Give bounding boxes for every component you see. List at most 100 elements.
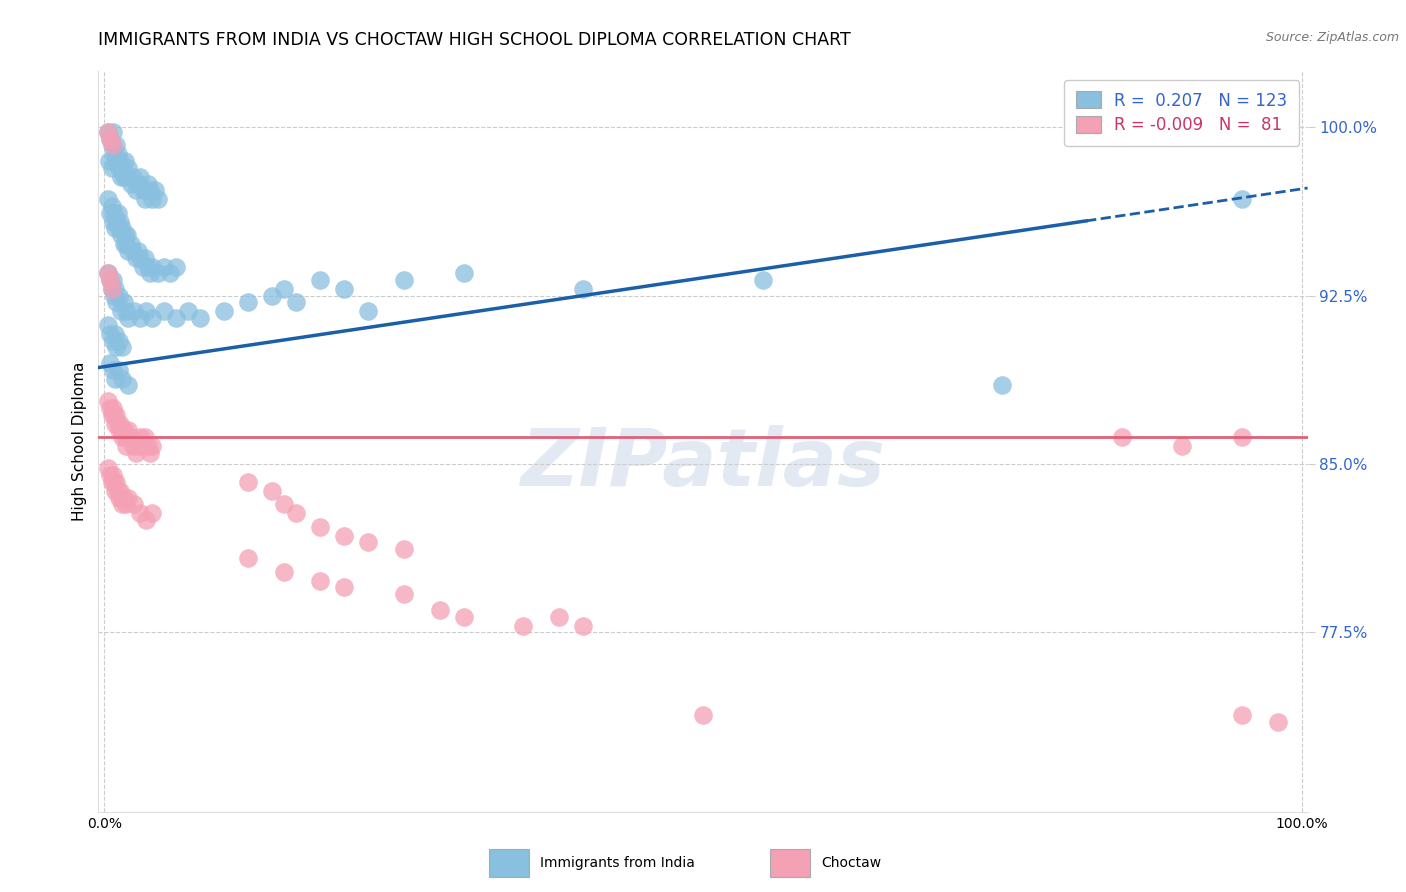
Point [97, 266, 120, 280]
Point [188, 311, 211, 326]
Point [129, 169, 152, 184]
Point [141, 439, 163, 453]
Point [124, 497, 146, 511]
Point [453, 609, 475, 624]
Point [107, 221, 129, 235]
Point [100, 282, 122, 296]
Point [129, 251, 152, 265]
Point [101, 215, 124, 229]
Point [273, 282, 295, 296]
Point [115, 169, 138, 184]
Point [117, 244, 139, 258]
Point [115, 439, 138, 453]
Point [105, 475, 128, 489]
Point [107, 417, 129, 431]
Point [132, 439, 155, 453]
Text: ZIPatlas: ZIPatlas [520, 425, 886, 503]
Point [115, 228, 138, 243]
Point [333, 282, 356, 296]
Point [101, 334, 124, 348]
Point [114, 430, 136, 444]
Point [309, 273, 332, 287]
Point [100, 468, 122, 483]
Point [236, 551, 259, 566]
Point [132, 183, 155, 197]
Point [148, 192, 170, 206]
Point [1111, 430, 1133, 444]
Point [104, 282, 127, 296]
Point [115, 304, 138, 318]
Point [392, 587, 415, 601]
Point [120, 237, 142, 252]
Point [752, 273, 775, 287]
Point [260, 483, 283, 498]
Point [122, 439, 145, 453]
Point [108, 215, 131, 229]
Point [127, 439, 149, 453]
Point [115, 237, 138, 252]
Point [100, 273, 122, 287]
Point [105, 138, 128, 153]
Point [112, 295, 135, 310]
Point [212, 304, 235, 318]
Point [97, 125, 120, 139]
Point [107, 147, 129, 161]
Point [141, 260, 163, 274]
Point [110, 169, 132, 184]
Point [1230, 430, 1253, 444]
Point [98, 154, 121, 169]
Point [101, 468, 124, 483]
Point [103, 289, 125, 303]
Point [124, 304, 146, 318]
Point [991, 378, 1014, 392]
Bar [770, 849, 810, 877]
Point [97, 125, 120, 139]
Point [104, 221, 127, 235]
Point [135, 513, 157, 527]
Point [120, 177, 142, 191]
Point [117, 161, 139, 175]
Point [117, 423, 139, 437]
Point [273, 565, 295, 579]
Point [117, 311, 139, 326]
Point [141, 192, 163, 206]
Point [107, 363, 129, 377]
Point [692, 708, 714, 723]
Point [159, 266, 181, 280]
Point [333, 580, 356, 594]
Point [100, 282, 122, 296]
Point [107, 205, 129, 219]
Point [115, 497, 138, 511]
Point [136, 177, 159, 191]
Point [512, 618, 534, 632]
Point [100, 131, 122, 145]
Point [97, 192, 120, 206]
Point [115, 430, 138, 444]
Point [117, 491, 139, 505]
Point [260, 289, 283, 303]
Point [165, 311, 187, 326]
Point [110, 491, 132, 505]
Point [108, 483, 131, 498]
Point [97, 318, 120, 332]
Point [112, 169, 135, 184]
Point [104, 483, 127, 498]
Point [392, 273, 415, 287]
Point [100, 138, 122, 153]
Point [143, 183, 166, 197]
Point [103, 205, 125, 219]
Point [105, 408, 128, 422]
Point [104, 326, 127, 341]
Point [101, 138, 124, 153]
Point [141, 311, 163, 326]
Point [100, 273, 122, 287]
Point [111, 340, 134, 354]
Point [153, 304, 176, 318]
Point [124, 446, 146, 460]
Point [107, 423, 129, 437]
Point [117, 378, 139, 392]
Point [100, 408, 122, 422]
Point [100, 161, 122, 175]
Point [134, 192, 156, 206]
Point [284, 506, 307, 520]
